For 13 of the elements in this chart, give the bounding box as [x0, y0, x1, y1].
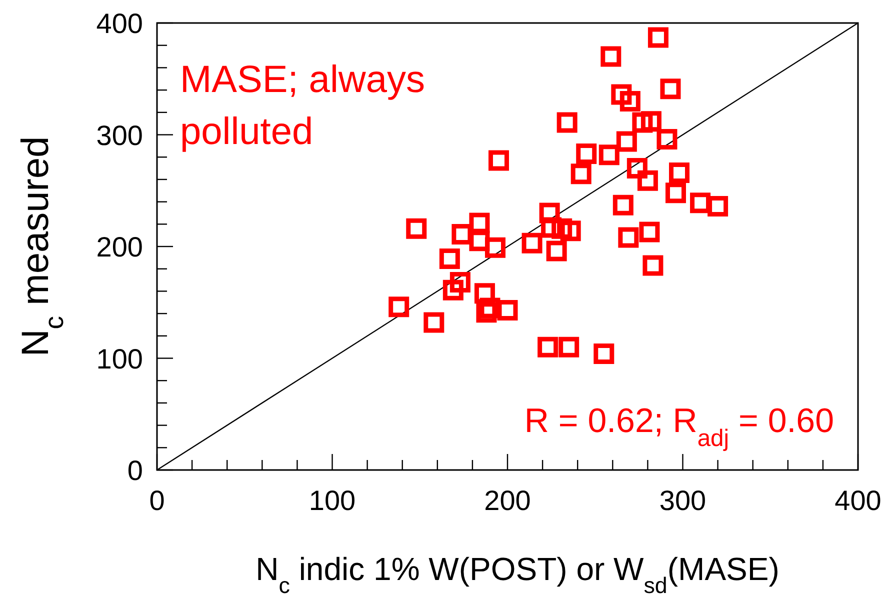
x-tick-label: 100 [308, 485, 356, 516]
x-tick-label: 300 [659, 485, 706, 516]
annotation: R = 0.62; R$_{adj}$ = 0.60 [524, 402, 834, 452]
x-tick-label: 200 [484, 485, 531, 516]
x-axis-title: N$_{c}$ indic 1% W(POST) or W$_{sd}$(MASE) [256, 551, 780, 595]
annotation: MASE; always polluted [180, 59, 425, 153]
y-tick-label: 400 [96, 8, 143, 39]
x-tick-label: 0 [149, 485, 165, 516]
y-tick-label: 0 [127, 455, 143, 486]
y-tick-label: 100 [96, 343, 143, 374]
x-tick-label: 400 [834, 485, 882, 516]
y-tick-label: 300 [96, 120, 143, 151]
y-tick-label: 200 [96, 232, 143, 262]
